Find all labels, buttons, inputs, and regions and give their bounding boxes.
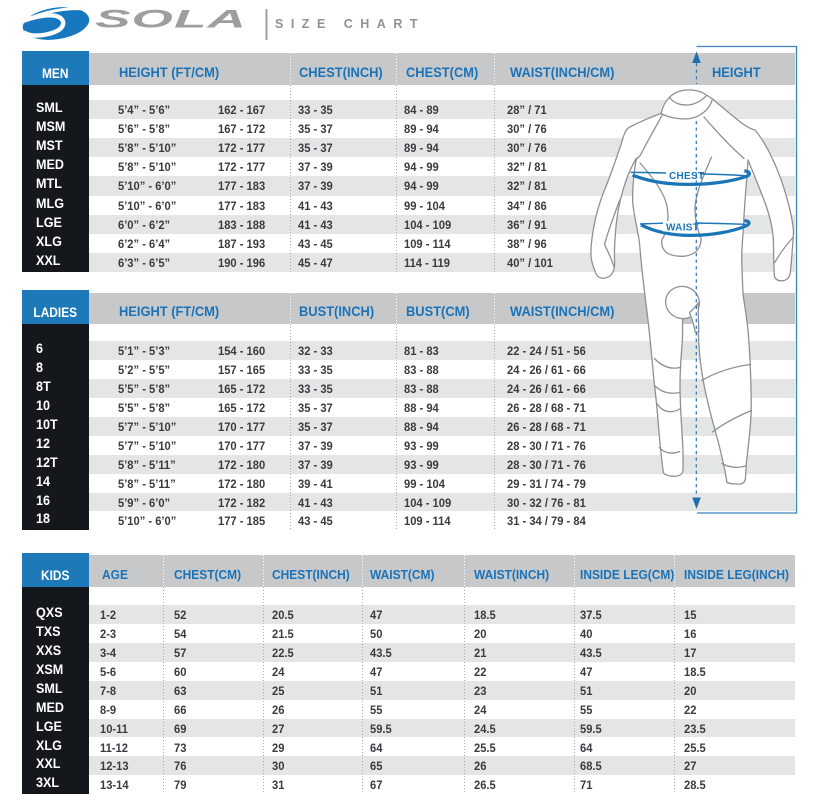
- svg-text:CHEST: CHEST: [669, 171, 704, 182]
- svg-text:WAIST: WAIST: [666, 223, 699, 234]
- svg-text:SIZE CHART: SIZE CHART: [275, 17, 425, 31]
- svg-text:SOLA: SOLA: [95, 6, 247, 34]
